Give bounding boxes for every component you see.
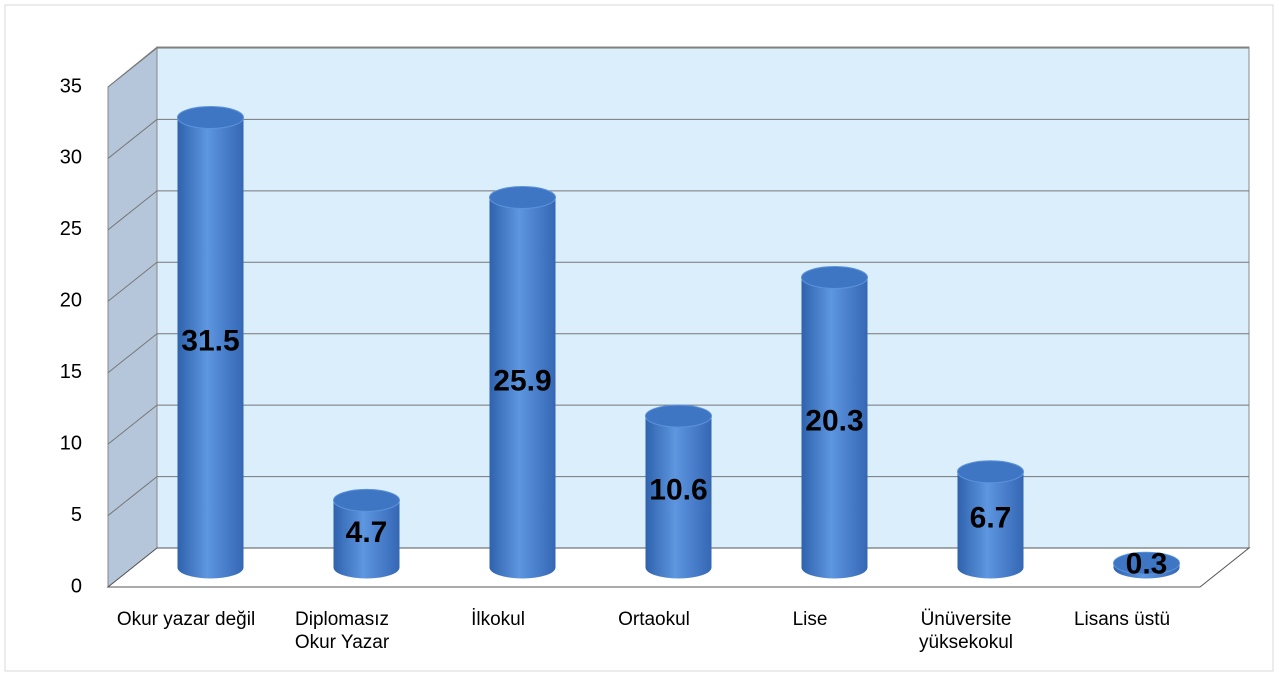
x-tick-label: Ortaokul: [618, 609, 690, 630]
data-label: 6.7: [970, 502, 1012, 535]
x-tick-label: Ünüversite yüksekokul: [919, 609, 1013, 653]
grid-line: [107, 261, 1249, 302]
cylinder-top: [645, 404, 712, 428]
y-tick-label: 30: [60, 147, 82, 169]
cylinder-top: [957, 460, 1024, 484]
grid-line: [107, 476, 1249, 516]
cylinder: [801, 277, 868, 579]
cylinder-top: [489, 186, 556, 209]
chart-border: [4, 4, 1274, 672]
cylinder-top: [333, 488, 400, 512]
y-tick-label: 5: [71, 504, 82, 526]
y-tick-label: 20: [60, 290, 82, 312]
cylinder: [957, 471, 1024, 579]
data-label: 25.9: [493, 364, 551, 397]
grid-line: [107, 47, 1249, 88]
cylinder-top: [177, 106, 244, 129]
cylinder: [333, 500, 400, 579]
cylinder: [177, 117, 244, 579]
y-tick-label: 25: [60, 218, 82, 240]
data-label: 10.6: [649, 474, 707, 507]
cylinder-top: [801, 266, 868, 289]
y-tick-label: 35: [60, 75, 82, 97]
y-tick-label: 0: [71, 575, 82, 597]
grid-line: [107, 333, 1249, 374]
x-tick-label: Lisans üstü: [1073, 609, 1171, 630]
cylinder: [489, 197, 556, 579]
cylinder: [645, 416, 712, 579]
y-tick-label: 10: [60, 432, 82, 454]
grid-line: [107, 190, 1249, 231]
data-label: 4.7: [346, 516, 388, 549]
side-wall: [107, 45, 158, 589]
data-label: 31.5: [181, 324, 239, 357]
x-tick-label: Lise: [792, 609, 828, 630]
data-label: 0.3: [1126, 547, 1168, 580]
x-tick-label: Diplomasız Okur Yazar: [294, 609, 390, 653]
grid-line: [107, 118, 1249, 159]
x-tick-label: Okur yazar değil: [116, 609, 256, 630]
x-tick-label: İlkokul: [471, 609, 525, 630]
cylinder-top: [1113, 551, 1180, 575]
data-label: 20.3: [805, 404, 863, 437]
grid-line: [107, 404, 1249, 445]
y-tick-label: 15: [60, 361, 82, 383]
